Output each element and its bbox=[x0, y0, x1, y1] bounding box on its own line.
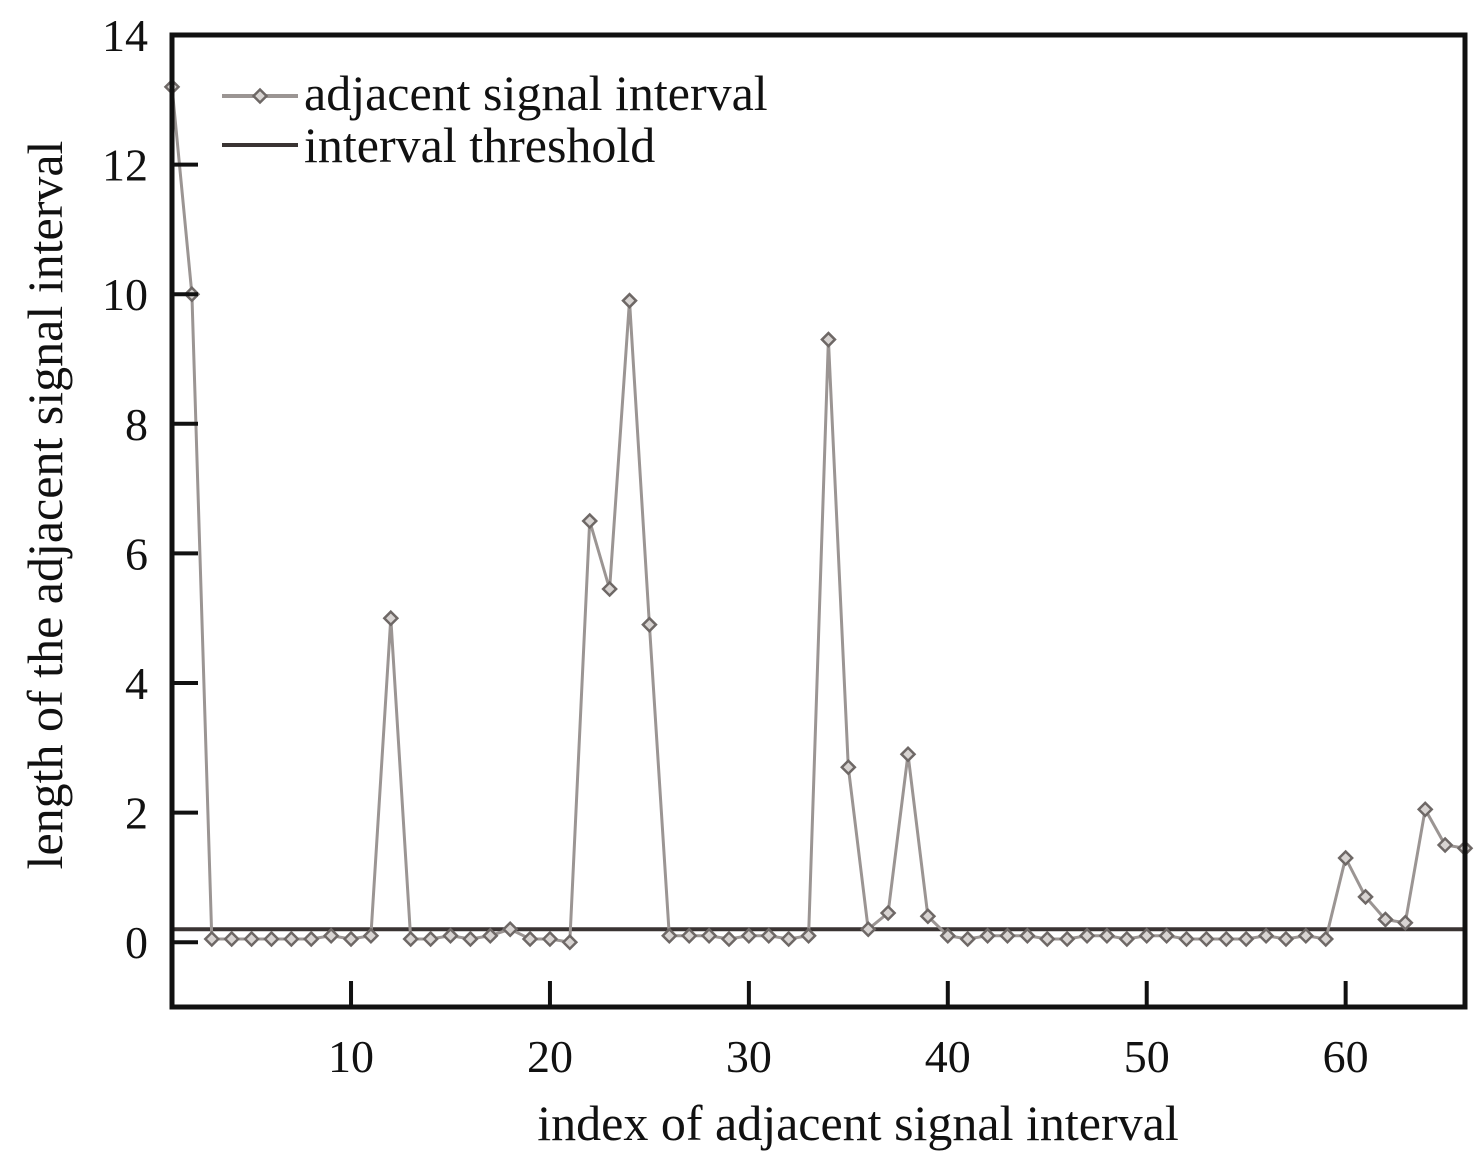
data-point-14 bbox=[422, 930, 439, 948]
data-point-34 bbox=[820, 331, 837, 348]
data-point-11 bbox=[362, 927, 380, 944]
legend-label-adjacent-signal-interval: adjacent signal interval bbox=[304, 65, 768, 121]
data-point-28 bbox=[700, 927, 718, 944]
x-tick-label-30: 30 bbox=[726, 1031, 772, 1082]
data-point-39 bbox=[919, 908, 937, 925]
data-point-19 bbox=[521, 930, 539, 948]
data-point-18 bbox=[501, 920, 519, 938]
data-point-57 bbox=[1277, 930, 1295, 948]
data-point-22 bbox=[581, 512, 599, 530]
x-axis-title: index of adjacent signal interval bbox=[537, 1095, 1178, 1151]
data-point-53 bbox=[1198, 930, 1215, 948]
tick-layer: 0 2 4 6 8 10 12 14 10 20 30 40 50 60 bbox=[102, 10, 1369, 1082]
data-point-47 bbox=[1078, 927, 1096, 944]
data-point-10 bbox=[342, 930, 360, 948]
y-tick-label-2: 2 bbox=[125, 788, 148, 839]
data-point-26 bbox=[661, 927, 678, 944]
data-point-32 bbox=[780, 930, 797, 948]
data-point-62 bbox=[1377, 911, 1394, 928]
data-point-7 bbox=[283, 930, 300, 948]
data-point-4 bbox=[223, 930, 240, 948]
data-point-16 bbox=[462, 930, 479, 948]
data-point-33 bbox=[800, 927, 817, 944]
data-point-44 bbox=[1019, 927, 1036, 944]
series-line-adjacent-signal-interval bbox=[170, 86, 1466, 944]
data-point-31 bbox=[760, 927, 778, 944]
data-point-64 bbox=[1416, 801, 1434, 818]
data-point-30 bbox=[740, 927, 758, 944]
data-point-49 bbox=[1118, 930, 1136, 948]
plot-layer bbox=[163, 78, 1474, 951]
x-tick-label-50: 50 bbox=[1124, 1031, 1170, 1082]
data-point-9 bbox=[322, 927, 340, 944]
legend-marker-diamond bbox=[251, 87, 269, 105]
y-tick-label-10: 10 bbox=[102, 269, 148, 320]
data-point-25 bbox=[641, 616, 658, 633]
plot-frame bbox=[169, 32, 1468, 1010]
data-point-43 bbox=[999, 927, 1016, 944]
data-point-38 bbox=[899, 746, 917, 763]
data-point-52 bbox=[1178, 930, 1195, 948]
data-point-40 bbox=[939, 927, 957, 944]
data-point-12 bbox=[382, 609, 400, 627]
y-tick-label-12: 12 bbox=[102, 140, 148, 191]
y-axis-title: length of the adjacent signal interval bbox=[17, 141, 73, 870]
data-point-15 bbox=[442, 927, 459, 944]
data-point-45 bbox=[1038, 930, 1056, 948]
data-point-35 bbox=[840, 758, 857, 776]
data-point-61 bbox=[1357, 888, 1374, 906]
data-point-46 bbox=[1058, 930, 1076, 948]
data-point-58 bbox=[1297, 927, 1315, 944]
data-point-6 bbox=[263, 930, 280, 948]
data-point-5 bbox=[243, 930, 260, 948]
data-point-24 bbox=[621, 292, 638, 309]
x-tick-label-40: 40 bbox=[925, 1031, 971, 1082]
x-tick-label-60: 60 bbox=[1323, 1031, 1369, 1082]
y-tick-label-14: 14 bbox=[102, 10, 148, 61]
data-point-55 bbox=[1237, 930, 1255, 948]
y-tick-label-0: 0 bbox=[125, 917, 148, 968]
data-point-37 bbox=[879, 904, 897, 922]
data-point-41 bbox=[959, 930, 976, 948]
data-point-42 bbox=[979, 927, 996, 944]
data-point-8 bbox=[302, 930, 320, 948]
data-point-36 bbox=[859, 920, 877, 938]
y-tick-label-4: 4 bbox=[125, 658, 148, 709]
data-point-56 bbox=[1257, 927, 1275, 944]
data-point-60 bbox=[1337, 849, 1354, 867]
data-point-20 bbox=[541, 930, 559, 948]
data-point-50 bbox=[1138, 927, 1155, 944]
data-point-54 bbox=[1218, 930, 1235, 948]
x-tick-label-10: 10 bbox=[328, 1031, 374, 1082]
data-point-63 bbox=[1397, 914, 1414, 932]
legend: adjacent signal interval interval thresh… bbox=[222, 65, 768, 173]
data-point-29 bbox=[720, 930, 738, 948]
data-point-59 bbox=[1317, 930, 1335, 948]
data-point-3 bbox=[203, 930, 221, 948]
data-point-13 bbox=[402, 930, 419, 948]
data-point-48 bbox=[1098, 927, 1116, 944]
data-point-27 bbox=[680, 927, 698, 944]
y-tick-label-6: 6 bbox=[125, 528, 148, 579]
legend-label-interval-threshold: interval threshold bbox=[304, 117, 655, 173]
data-point-21 bbox=[561, 933, 579, 951]
data-point-17 bbox=[482, 927, 499, 944]
data-point-65 bbox=[1436, 836, 1454, 854]
data-point-23 bbox=[601, 580, 618, 598]
y-tick-label-8: 8 bbox=[125, 399, 148, 450]
x-tick-label-20: 20 bbox=[527, 1031, 573, 1082]
data-point-51 bbox=[1158, 927, 1175, 944]
